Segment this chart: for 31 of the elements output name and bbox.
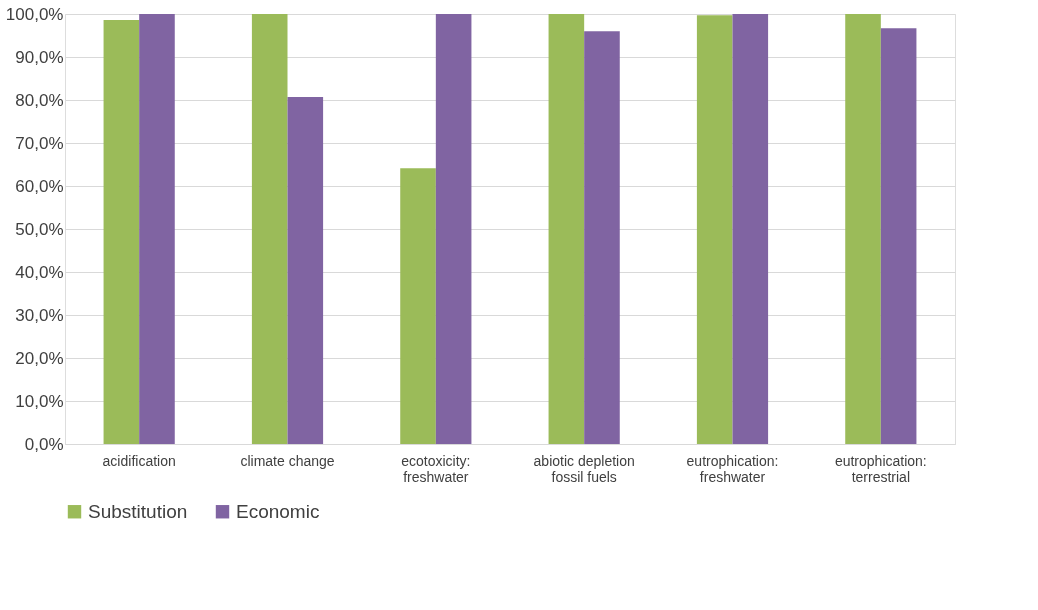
bar — [880, 28, 917, 444]
y-tick-label: 80,0% — [15, 90, 64, 110]
y-tick-label: 70,0% — [15, 133, 64, 153]
bar — [435, 14, 472, 444]
y-tick-label: 30,0% — [15, 305, 64, 325]
x-tick-label: ecotoxicity: freshwater — [401, 452, 471, 485]
y-tick-label: 20,0% — [15, 348, 64, 368]
x-tick-label: abiotic depletion fossil fuels — [533, 452, 635, 485]
y-tick-label: 50,0% — [15, 219, 64, 239]
bar — [287, 96, 324, 444]
bar — [103, 20, 140, 444]
bar — [548, 14, 585, 444]
bar — [696, 15, 733, 444]
bar — [732, 14, 769, 444]
y-tick-label: 60,0% — [15, 176, 64, 196]
bar — [584, 31, 620, 444]
x-tick-label: eutrophication: freshwater — [686, 452, 779, 485]
legend-label: Economic — [236, 500, 320, 522]
legend-label: Substitution — [88, 500, 188, 522]
x-tick-label: acidification — [102, 452, 176, 469]
bar — [139, 14, 175, 444]
x-tick-label: eutrophication: terrestrial — [834, 452, 927, 485]
bar — [845, 14, 881, 444]
y-tick-label: 40,0% — [15, 262, 64, 282]
bar — [400, 168, 436, 444]
y-tick-label: 0,0% — [24, 434, 64, 454]
bar — [251, 14, 288, 444]
y-tick-label: 90,0% — [15, 47, 64, 67]
y-tick-label: 100,0% — [5, 4, 64, 24]
x-tick-label: climate change — [240, 452, 335, 469]
y-tick-label: 10,0% — [15, 391, 64, 411]
